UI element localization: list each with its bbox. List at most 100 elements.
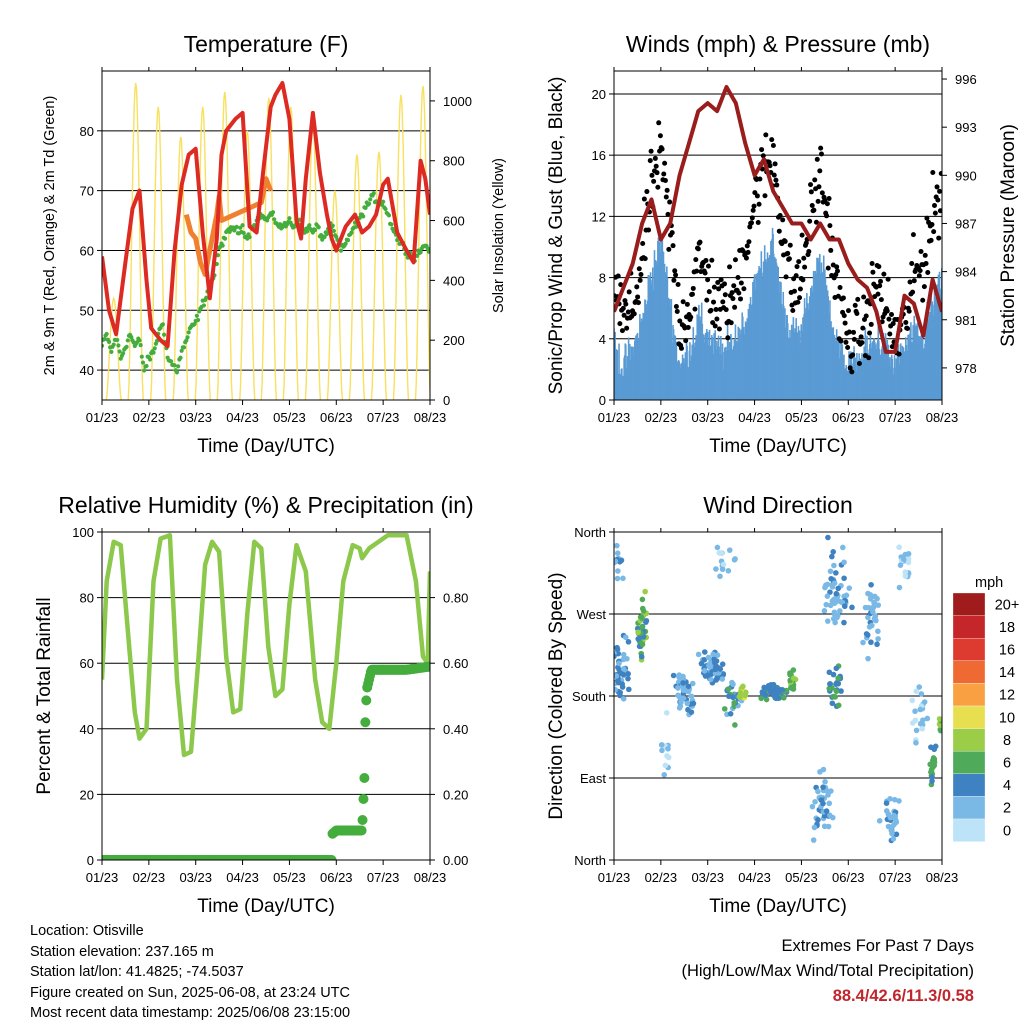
gust-point xyxy=(932,210,938,216)
direction-point xyxy=(717,573,723,580)
colorbar-label: 18 xyxy=(999,620,1015,636)
gust-point xyxy=(712,323,718,329)
dewpoint-point xyxy=(138,343,143,348)
x-tick-label: 08/23 xyxy=(414,870,447,885)
gust-point xyxy=(705,277,711,283)
direction-point xyxy=(883,800,890,806)
gust-point xyxy=(641,196,647,202)
direction-point xyxy=(825,534,831,541)
gust-point xyxy=(713,306,719,312)
direction-point xyxy=(620,651,627,658)
gust-point xyxy=(787,242,793,248)
direction-point xyxy=(701,657,708,663)
gust-point xyxy=(631,311,637,317)
direction-point xyxy=(614,673,620,679)
x-tick-label: 05/23 xyxy=(273,870,306,885)
y2-tick-label: 0.20 xyxy=(443,787,468,802)
y2-axis-label: Station Pressure (Maroon) xyxy=(998,124,1019,347)
y-tick-label: South xyxy=(572,689,606,704)
gust-point xyxy=(801,255,807,261)
colorbar-label: 0 xyxy=(1003,823,1011,839)
dewpoint-point xyxy=(287,216,292,221)
dewpoint-point xyxy=(117,349,122,354)
dewpoint-point xyxy=(330,223,335,228)
gust-point xyxy=(621,312,627,318)
gust-point xyxy=(851,336,857,342)
direction-point xyxy=(871,615,878,622)
gust-point xyxy=(910,232,916,238)
dewpoint-point xyxy=(338,248,344,253)
gust-point xyxy=(813,219,819,225)
x-tick-label: 03/23 xyxy=(179,410,212,425)
direction-point xyxy=(823,808,830,814)
colorbar-label: 20+ xyxy=(995,597,1020,613)
direction-point xyxy=(905,551,912,557)
colorbar-swatch xyxy=(952,592,986,616)
gust-point xyxy=(625,309,631,315)
gust-point xyxy=(644,189,650,195)
direction-point xyxy=(661,771,668,778)
direction-point xyxy=(896,544,902,551)
plot-area xyxy=(102,81,430,400)
panel-wind_direction: North East South West North 01/23 02/23 03/23 04… xyxy=(546,492,958,917)
colorbar-label: 4 xyxy=(1003,778,1011,794)
gust-point xyxy=(757,176,763,182)
direction-point xyxy=(815,788,821,795)
direction-point xyxy=(887,796,893,802)
direction-point xyxy=(831,600,838,607)
direction-point xyxy=(897,562,904,569)
direction-point xyxy=(830,549,837,555)
gust-point xyxy=(916,273,922,279)
dewpoint-point xyxy=(111,342,116,347)
gust-point xyxy=(816,184,822,190)
gust-point xyxy=(835,268,841,274)
direction-point xyxy=(820,784,826,790)
dewpoint-point xyxy=(181,345,187,350)
direction-point xyxy=(731,556,738,563)
dewpoint-point xyxy=(313,227,318,233)
dewpoint-point xyxy=(124,344,129,349)
dewpoint-point xyxy=(109,349,114,354)
x-tick-label: 06/23 xyxy=(320,870,353,885)
direction-point xyxy=(761,684,767,691)
gust-point xyxy=(674,308,680,314)
gust-point xyxy=(797,295,803,301)
dewpoint-point xyxy=(343,241,348,246)
y2-tick-label: 0 xyxy=(443,393,450,408)
gust-point xyxy=(905,326,911,332)
plot-frame xyxy=(101,70,431,401)
gust-point xyxy=(826,196,832,202)
gust-point xyxy=(776,228,782,234)
direction-point xyxy=(865,604,872,611)
dewpoint-point xyxy=(139,354,144,359)
direction-point xyxy=(832,619,838,626)
y2-tick-label: 981 xyxy=(955,313,977,328)
y2-tick-label: 0.00 xyxy=(443,853,468,868)
direction-point xyxy=(868,581,874,588)
gust-point xyxy=(706,289,712,295)
x-tick-label: 03/23 xyxy=(179,870,212,885)
direction-point xyxy=(617,689,623,696)
dewpoint-point xyxy=(120,351,126,356)
gust-point xyxy=(769,137,775,143)
gust-point xyxy=(754,193,760,199)
direction-point xyxy=(822,778,828,785)
direction-point xyxy=(929,778,935,784)
gust-point xyxy=(690,285,696,291)
gust-point xyxy=(772,161,778,167)
chart-title: Temperature (F) xyxy=(184,31,349,57)
colorbar-swatch xyxy=(952,638,986,661)
gust-point xyxy=(783,274,789,280)
gust-point xyxy=(774,182,780,188)
gust-point xyxy=(840,295,846,301)
direction-point xyxy=(821,823,828,830)
y2-tick-label: 996 xyxy=(955,72,977,87)
y-tick-label: North xyxy=(574,525,606,540)
gust-point xyxy=(917,268,923,274)
direction-point xyxy=(680,680,686,686)
gust-point xyxy=(861,294,867,300)
dewpoint-point xyxy=(178,355,183,360)
direction-point xyxy=(663,710,670,716)
gust-point xyxy=(663,194,669,200)
direction-point xyxy=(833,665,840,672)
